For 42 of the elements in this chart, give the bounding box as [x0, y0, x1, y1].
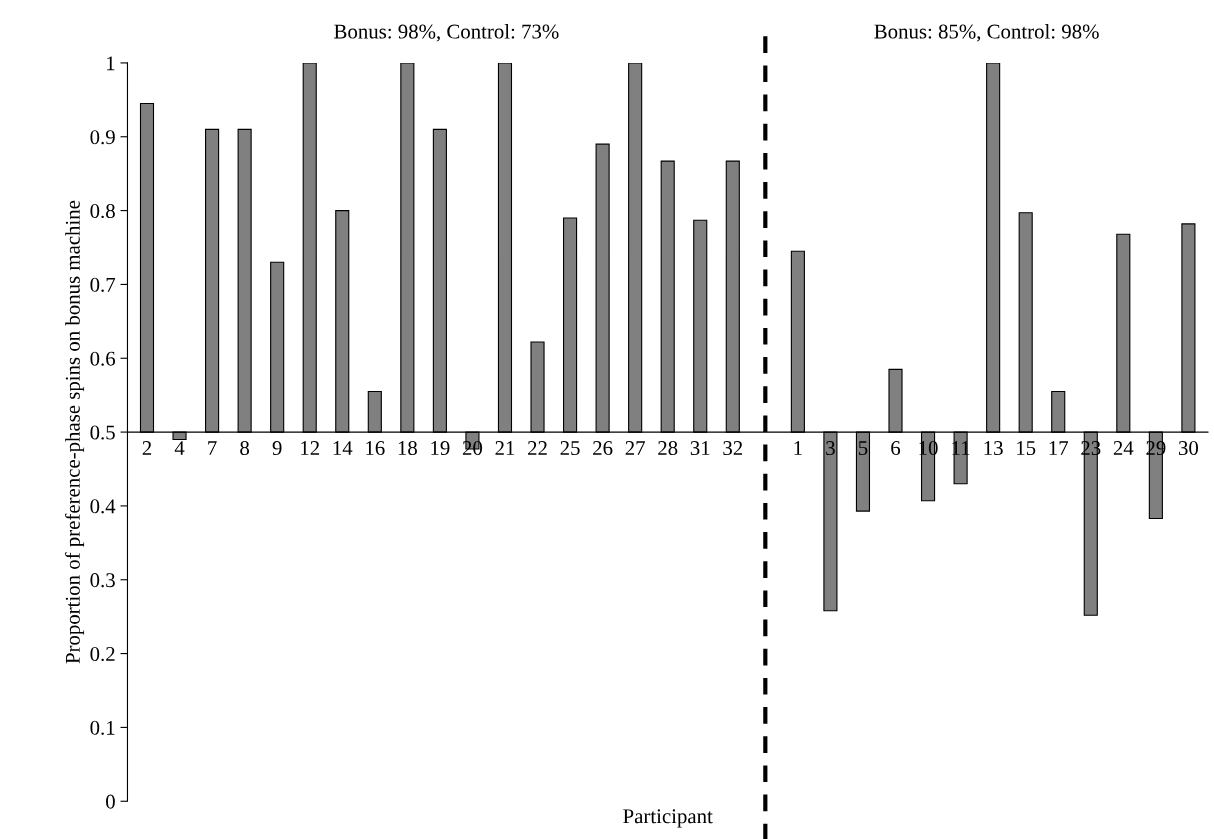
x-tick-label: 24: [1113, 441, 1134, 455]
x-tick-label: 30: [1178, 441, 1199, 456]
text: Bonus: 85%, Control: 98%: [874, 23, 1099, 42]
y-tick-label: 0.4: [90, 499, 116, 514]
x-tick-label: 15: [1017, 441, 1036, 456]
x-tick-label: 7: [208, 441, 217, 455]
y-tick-label: 0.6: [90, 351, 116, 366]
x-tick-label: 32: [723, 441, 743, 456]
x-tick-label: 5: [858, 441, 868, 456]
y-tick-label: 0: [106, 794, 115, 809]
x-tick-label: 2: [142, 441, 152, 455]
x-tick-label: 1: [794, 441, 802, 455]
x-tick-label: 3: [826, 441, 835, 456]
y-tick-label: 0.7: [90, 277, 116, 292]
x-tick-label: 27: [625, 441, 645, 455]
y-tick-label: 0.5: [90, 425, 115, 440]
x-tick-label: 31: [690, 441, 710, 456]
x-tick-label: 25: [560, 441, 580, 456]
x-tick-label: 14: [333, 441, 353, 455]
x-tick-label: 22: [528, 441, 547, 455]
y-axis-title: Proportion of preference-phase spins on bonus machine: [64, 200, 85, 664]
y-tick-label: 0.8: [90, 203, 115, 219]
y-tick-label: 0.1: [90, 720, 115, 735]
x-axis-title: Participant: [623, 809, 713, 828]
x-tick-label: 28: [658, 441, 678, 456]
x-tick-label: 8: [240, 441, 250, 456]
y-tick-label: 1: [107, 56, 115, 71]
text: Bonus: 98%, Control: 73%: [334, 23, 559, 42]
x-tick-label: 16: [366, 441, 385, 456]
x-tick-label: 17: [1049, 441, 1069, 455]
x-tick-label: 13: [984, 441, 1003, 456]
x-tick-label: 18: [398, 441, 417, 456]
y-tick-label: 0.9: [90, 130, 115, 145]
x-tick-label: 21: [495, 441, 515, 455]
x-tick-label: 19: [431, 441, 450, 456]
x-tick-label: 12: [301, 441, 319, 455]
x-tick-label: 4: [174, 441, 185, 455]
x-tick-label: 26: [593, 441, 613, 456]
x-tick-label: 9: [272, 441, 282, 456]
y-tick-label: 0.3: [90, 573, 115, 588]
y-tick-label: 0.2: [90, 646, 115, 662]
x-tick-label: 6: [891, 441, 901, 456]
